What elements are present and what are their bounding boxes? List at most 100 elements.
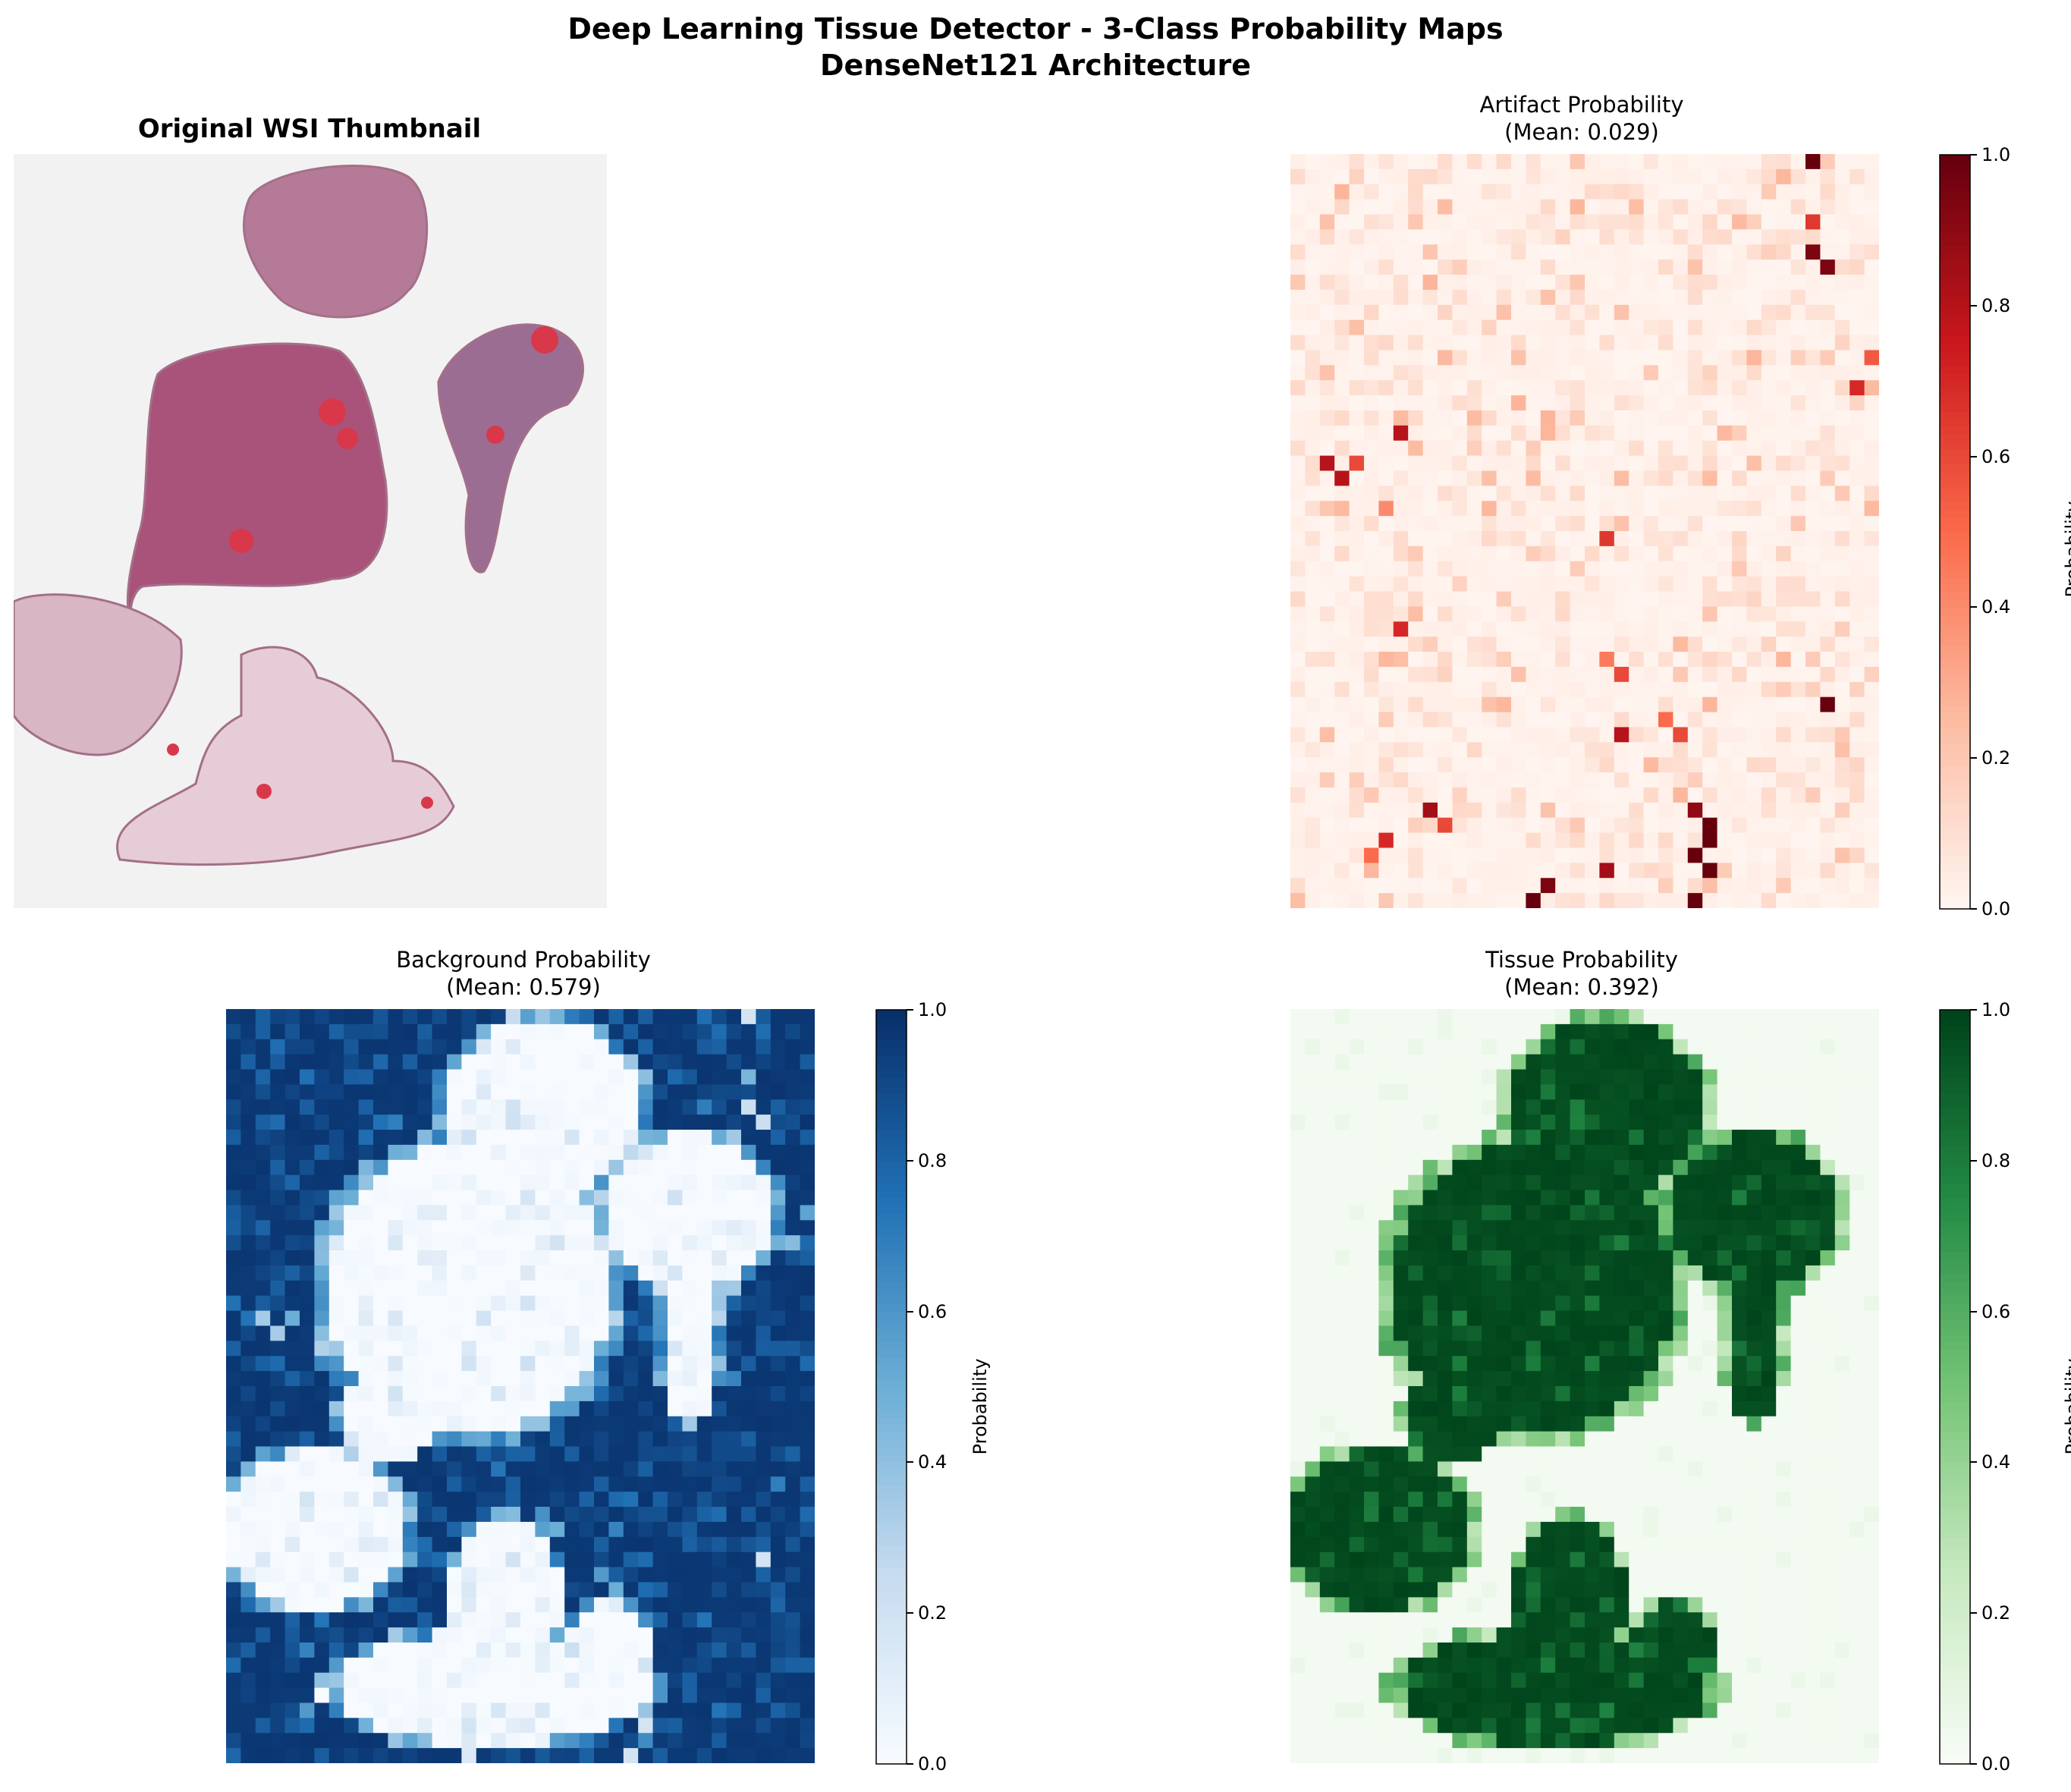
background-cell	[476, 1190, 492, 1206]
tissue-cell	[1585, 1265, 1600, 1281]
artifact-cell	[1290, 637, 1306, 652]
background-cell	[712, 1054, 728, 1070]
background-cell	[652, 1220, 668, 1236]
background-cell	[491, 1205, 507, 1221]
tissue-cell	[1334, 1310, 1350, 1327]
background-cell	[594, 1023, 609, 1040]
tissue-cell	[1555, 1265, 1571, 1281]
tissue-cell	[1643, 1130, 1659, 1146]
tissue-cell	[1496, 1310, 1512, 1327]
artifact-cell	[1319, 319, 1335, 336]
background-cell	[300, 1235, 315, 1251]
tissue-cell	[1585, 1130, 1600, 1146]
background-cell	[535, 1174, 551, 1191]
artifact-cell	[1732, 561, 1747, 577]
artifact-cell	[1290, 395, 1306, 411]
background-cell	[417, 1657, 433, 1674]
tissue-cell	[1511, 1023, 1526, 1040]
tissue-cell	[1864, 1205, 1879, 1221]
artifact-cell	[1393, 893, 1409, 908]
artifact-cell	[1570, 606, 1585, 622]
background-cell	[594, 1416, 609, 1432]
background-cell	[373, 1084, 388, 1100]
background-cell	[226, 1431, 241, 1448]
background-cell	[284, 1159, 300, 1176]
background-cell	[608, 1627, 624, 1643]
tissue-cell	[1290, 1099, 1306, 1115]
tissue-cell	[1540, 1084, 1556, 1100]
artifact-cell	[1702, 742, 1718, 758]
tissue-cell	[1746, 1325, 1762, 1341]
background-cell	[505, 1401, 521, 1417]
background-cell	[579, 1597, 595, 1613]
background-cell	[668, 1220, 683, 1236]
tissue-cell	[1526, 1009, 1541, 1025]
background-cell	[652, 1627, 668, 1643]
artifact-cell	[1540, 893, 1556, 908]
background-cell	[461, 1597, 477, 1613]
artifact-cell	[1761, 380, 1777, 396]
tissue-cell	[1687, 1295, 1703, 1312]
artifact-cell	[1805, 275, 1821, 291]
tissue-cell	[1673, 1159, 1689, 1176]
artifact-cell	[1378, 168, 1394, 185]
artifact-cell	[1849, 380, 1865, 396]
artifact-cell	[1570, 878, 1585, 894]
tissue-cell	[1555, 1205, 1571, 1221]
background-cell	[373, 1461, 388, 1477]
background-cell	[344, 1280, 360, 1297]
artifact-cell	[1526, 666, 1541, 683]
artifact-cell	[1334, 275, 1350, 291]
tissue-cell	[1805, 1341, 1821, 1357]
background-cell	[785, 1597, 801, 1613]
background-cell	[682, 1536, 698, 1553]
tissue-cell	[1776, 1220, 1792, 1236]
artifact-cell	[1334, 304, 1350, 321]
tissue-cell	[1687, 1265, 1703, 1281]
artifact-cell	[1849, 696, 1865, 713]
artifact-cell	[1570, 289, 1585, 306]
artifact-cell	[1408, 244, 1424, 260]
artifact-cell	[1349, 184, 1365, 200]
background-cell	[696, 1250, 712, 1266]
artifact-cell	[1334, 501, 1350, 517]
artifact-cell	[1349, 545, 1365, 562]
artifact-cell	[1834, 742, 1850, 758]
background-cell	[314, 1205, 330, 1221]
tissue-cell	[1408, 1084, 1424, 1100]
artifact-cell	[1378, 350, 1394, 366]
artifact-cell	[1790, 817, 1806, 834]
artifact-colorbar-tick	[1970, 606, 1977, 608]
artifact-cell	[1526, 319, 1541, 336]
artifact-cell	[1511, 455, 1526, 472]
artifact-cell	[1629, 832, 1645, 849]
tissue-cell	[1364, 1250, 1379, 1266]
artifact-cell	[1422, 637, 1438, 652]
background-cell	[388, 1492, 404, 1507]
artifact-cell	[1732, 696, 1747, 713]
background-cell	[741, 1310, 756, 1327]
background-cell	[491, 1220, 507, 1236]
background-cell	[623, 1733, 639, 1749]
background-cell	[520, 1446, 536, 1462]
background-cell	[432, 1130, 448, 1146]
artifact-cell	[1570, 350, 1585, 366]
background-cell	[623, 1461, 639, 1477]
background-cell	[594, 1235, 609, 1251]
artifact-cell	[1643, 591, 1659, 607]
background-cell	[505, 1205, 521, 1221]
artifact-cell	[1702, 244, 1718, 260]
tissue-cell	[1349, 1265, 1365, 1281]
background-cell	[712, 1039, 728, 1055]
background-cell	[741, 1114, 756, 1130]
background-cell	[520, 1672, 536, 1689]
background-cell	[712, 1416, 728, 1432]
artifact-cell	[1540, 561, 1556, 577]
tissue-cell	[1496, 1039, 1512, 1055]
background-cell	[594, 1054, 609, 1070]
artifact-cell	[1482, 335, 1497, 351]
tissue-cell	[1614, 1265, 1629, 1281]
background-cell	[491, 1401, 507, 1417]
background-cell	[652, 1657, 668, 1674]
background-cell	[579, 1718, 595, 1734]
